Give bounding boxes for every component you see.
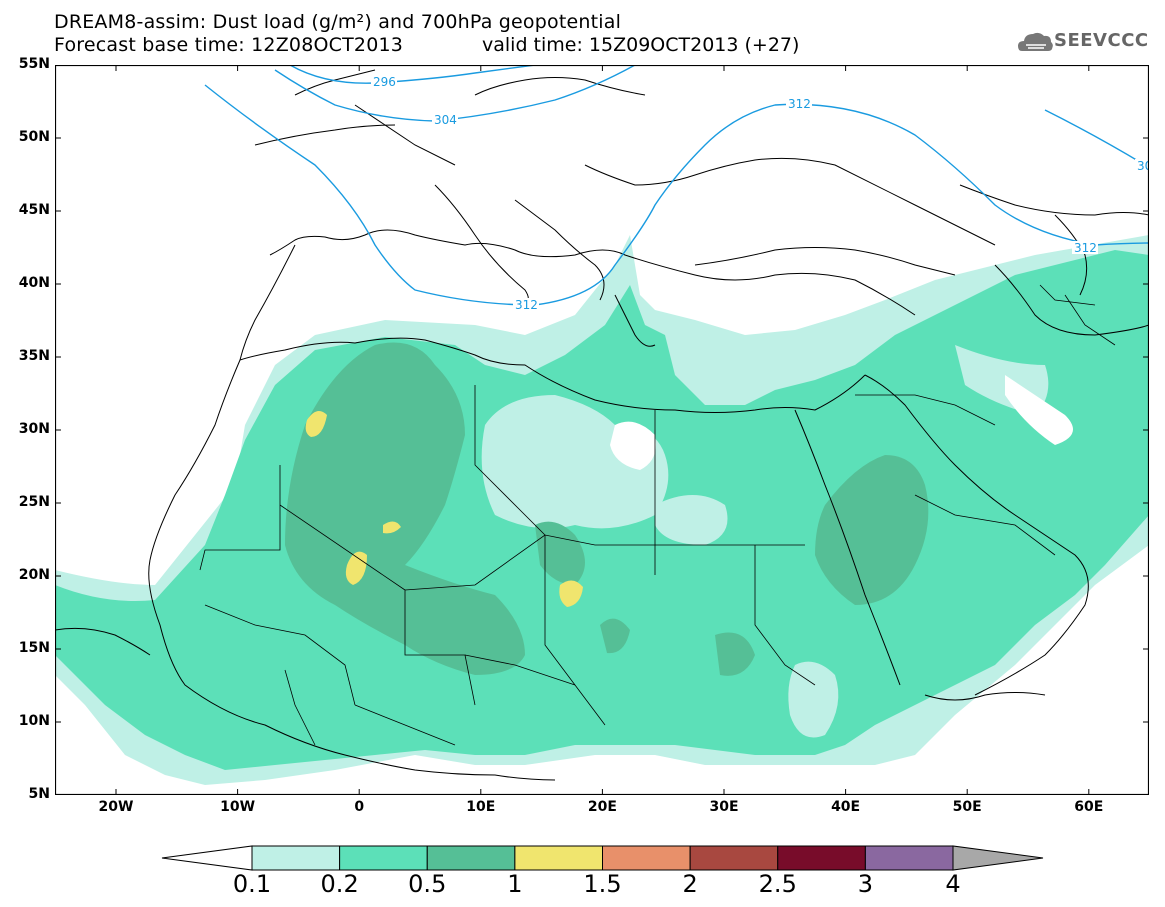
- colorbar-segment: [426, 845, 516, 871]
- colorbar: [161, 845, 1044, 871]
- colorbar-segment: [251, 845, 341, 871]
- dust-level-1-region: [305, 411, 327, 437]
- colorbar-under-triangle: [161, 845, 253, 871]
- lat-label: 10N: [18, 713, 50, 729]
- cloud-logo-icon: [1018, 32, 1053, 51]
- colorbar-segment: [864, 845, 954, 871]
- dust-load-map: 296 304 312 312 312 30: [55, 65, 1149, 795]
- colorbar-label: 4: [945, 870, 961, 898]
- dust-level-0.5-region: [285, 342, 525, 675]
- colorbar-label: 3: [857, 870, 874, 898]
- lon-label: 30E: [709, 799, 739, 815]
- country-borders: [199, 284, 1116, 746]
- contour-label-296: 296: [373, 75, 396, 89]
- coastlines: [55, 69, 1149, 781]
- lat-label: 30N: [18, 421, 50, 437]
- colorbar-label: 0.1: [232, 870, 272, 898]
- lon-label: 40E: [831, 799, 861, 815]
- lon-label: 60E: [1074, 799, 1104, 815]
- lat-label: 5N: [28, 786, 50, 802]
- contour-label-312-b: 312: [788, 97, 811, 111]
- lon-label: 20W: [98, 799, 134, 815]
- valid-time: valid time: 15Z09OCT2013 (+27): [482, 34, 800, 56]
- lat-label: 55N: [18, 56, 50, 72]
- colorbar-segment: [339, 845, 428, 871]
- colorbar-label: 1: [507, 870, 523, 898]
- lon-label: 50E: [952, 799, 982, 815]
- colorbar-label: 2: [682, 870, 698, 898]
- lat-label: 35N: [18, 348, 50, 364]
- lat-label: 50N: [18, 129, 50, 145]
- contour-label-304: 304: [434, 113, 457, 127]
- lat-label: 25N: [18, 494, 50, 510]
- colorbar-over-triangle: [952, 845, 1044, 871]
- lon-label: 10E: [466, 799, 496, 815]
- map-title: DREAM8-assim: Dust load (g/m²) and 700hP…: [54, 11, 622, 33]
- contour-label-312-a: 312: [515, 298, 538, 312]
- geopotential-labels: 296 304 312 312 312 30: [371, 75, 1149, 312]
- lat-label: 20N: [18, 567, 50, 583]
- colorbar-segment: [777, 845, 866, 871]
- axis-ticks: [55, 65, 1149, 795]
- lon-label: 20E: [587, 799, 617, 815]
- colorbar-label: 0.2: [320, 870, 359, 898]
- lat-label: 40N: [18, 275, 50, 291]
- colorbar-label: 1.5: [583, 870, 622, 898]
- colorbar-label: 0.5: [408, 870, 447, 898]
- contour-label-30: 30: [1137, 159, 1149, 173]
- forecast-base-time: Forecast base time: 12Z08OCT2013: [54, 34, 404, 56]
- lon-label: 0: [354, 799, 365, 815]
- lat-label: 15N: [18, 640, 50, 656]
- lat-label: 45N: [18, 202, 50, 218]
- colorbar-segment: [689, 845, 779, 871]
- colorbar-segment: [514, 845, 603, 871]
- contour-label-312-c: 312: [1074, 241, 1097, 255]
- colorbar-segment: [602, 845, 691, 871]
- logo-text: SEEVCCC: [1054, 30, 1149, 51]
- lon-label: 10W: [220, 799, 256, 815]
- colorbar-label: 2.5: [758, 870, 797, 898]
